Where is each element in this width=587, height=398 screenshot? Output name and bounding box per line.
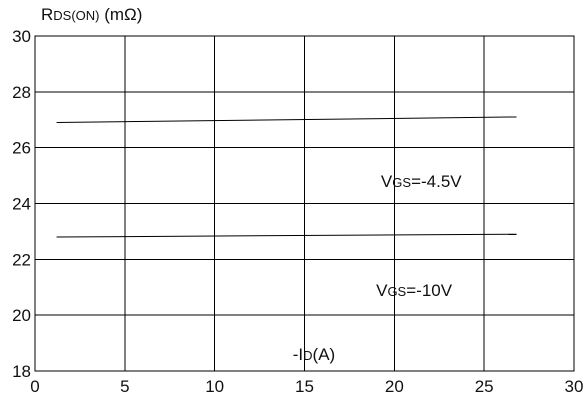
series-line-1 [56, 116, 517, 124]
grid-layer [34, 35, 575, 372]
label-subscript: DS(ON) [53, 8, 99, 23]
label-subscript: D [303, 348, 312, 363]
x-tick-label: 30 [565, 377, 584, 396]
x-tick-label: 15 [295, 377, 314, 396]
x-axis-label: -ID(A) [293, 345, 335, 364]
series-line-2 [56, 233, 517, 238]
label-text: V [381, 172, 393, 191]
label-text: -I [293, 345, 303, 364]
y-tick-label: 22 [12, 250, 31, 269]
series-layer [56, 116, 517, 238]
label-text: =-4.5V [411, 172, 462, 191]
x-tick-label: 25 [475, 377, 494, 396]
series-annotation-1: VGS=-4.5V [381, 172, 462, 191]
label-text: V [376, 281, 388, 300]
y-tick-label: 24 [12, 195, 31, 214]
y-axis-label: RDS(ON) (mΩ) [41, 5, 142, 24]
label-text: =-10V [406, 281, 452, 300]
label-subscript: GS [392, 175, 411, 190]
label-subscript: GS [387, 284, 406, 299]
label-text: (mΩ) [100, 5, 143, 24]
axis-label-layer: 0 5 10 15 20 25 30 18 20 22 24 26 28 30 RDS(ON) (mΩ) -I… [12, 5, 583, 396]
label-text: (A) [313, 345, 336, 364]
x-tick-label: 5 [120, 377, 129, 396]
y-tick-label: 26 [12, 139, 31, 158]
x-tick-label: 0 [30, 377, 39, 396]
x-tick-label: 20 [385, 377, 404, 396]
series-annotation-2: VGS=-10V [376, 281, 453, 300]
y-tick-label: 30 [12, 27, 31, 46]
x-tick-label: 10 [205, 377, 224, 396]
y-tick-label: 18 [12, 362, 31, 381]
y-tick-label: 28 [12, 83, 31, 102]
y-tick-label: 20 [12, 306, 31, 325]
label-text: R [41, 5, 53, 24]
